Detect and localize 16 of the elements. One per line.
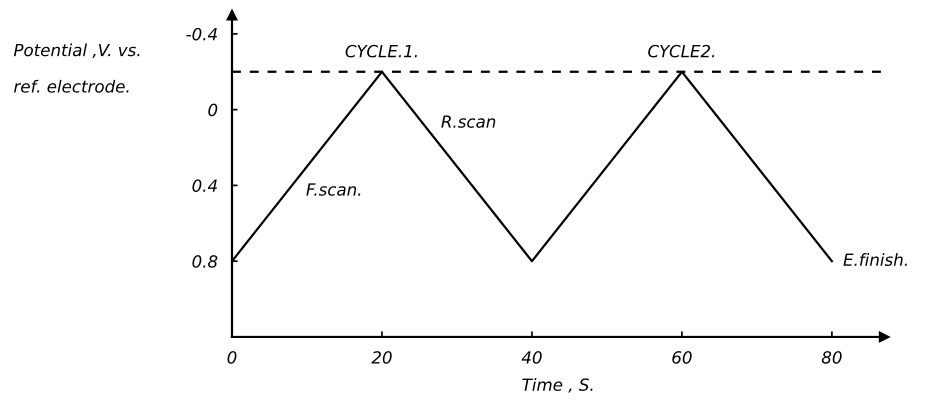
y-tick-label: 0 xyxy=(208,104,218,116)
annotation: R.scan xyxy=(441,115,496,128)
annotation: CYCLE2. xyxy=(648,44,714,58)
y-tick-label: -0.4 xyxy=(186,28,217,40)
x-tick-label: 40 xyxy=(522,351,542,364)
y-tick-label: 0.8 xyxy=(192,255,218,268)
y-tick-label: 0.4 xyxy=(192,179,217,192)
text: Potential ,V. vs. ref. electrode. xyxy=(14,43,140,93)
x-tick-label: 80 xyxy=(822,351,842,364)
annotation: F.scan. xyxy=(306,183,360,196)
x-tick-label: 20 xyxy=(371,351,392,364)
x-tick-label: 60 xyxy=(672,351,692,364)
x-axis-title: Time , S. xyxy=(522,378,593,393)
annotation: CYCLE.1. xyxy=(346,44,417,58)
x-tick-label: 0 xyxy=(228,351,236,364)
annotation: E.finish. xyxy=(843,253,907,266)
